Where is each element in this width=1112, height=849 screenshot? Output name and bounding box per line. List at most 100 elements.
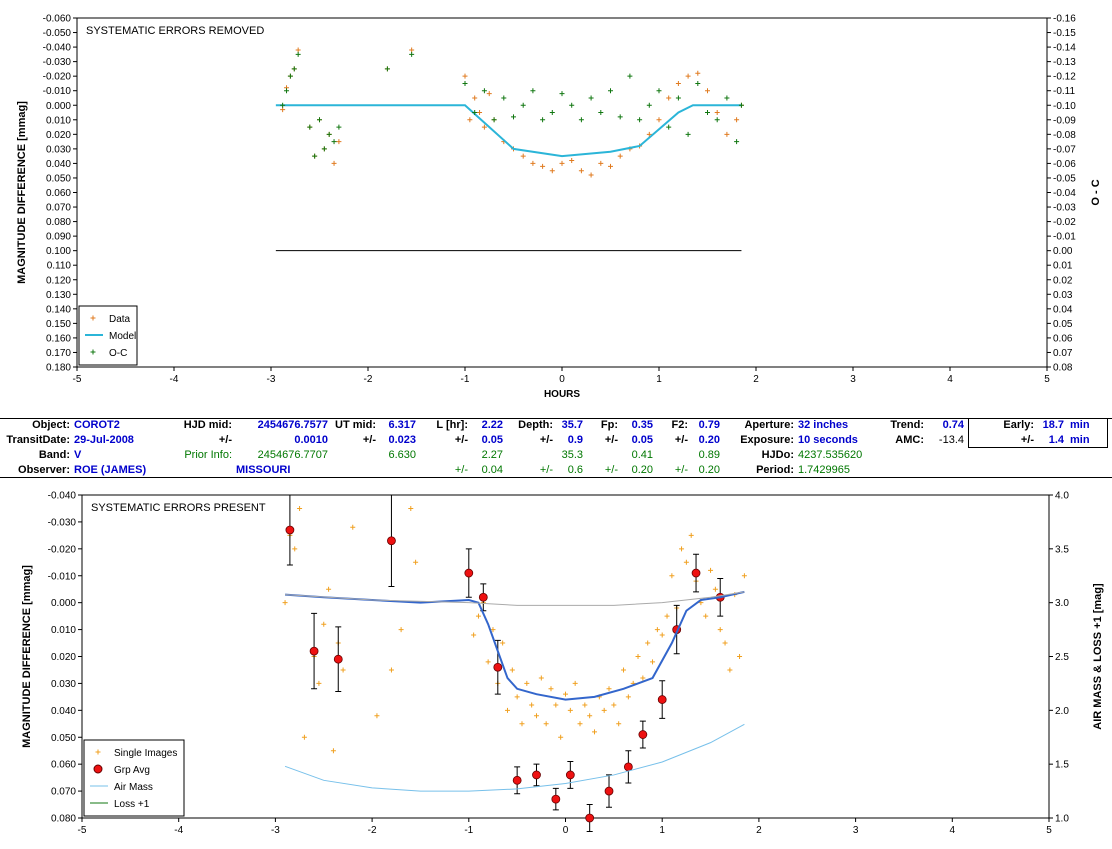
x-tick-label: 3 — [850, 374, 856, 385]
x-tick-label: 3 — [853, 825, 859, 836]
single-images-point — [529, 702, 535, 708]
single-images-point — [640, 675, 646, 681]
o-c-point — [598, 110, 604, 116]
y-tick-label: -0.020 — [43, 72, 72, 83]
y-tick-label: 0.020 — [46, 130, 71, 141]
gray-curve-line — [285, 591, 745, 606]
top-chart: -0.060-0.050-0.040-0.030-0.020-0.0100.00… — [16, 14, 1102, 401]
y2-tick-label: 1.0 — [1055, 814, 1069, 825]
early-pm-label: +/- — [1020, 434, 1034, 446]
o-c-point — [646, 102, 652, 108]
data-point — [280, 107, 286, 113]
grp-avg-point — [493, 662, 503, 672]
period-value: 1.7429965 — [798, 464, 850, 476]
grp-avg-point — [532, 770, 541, 780]
x-tick-label: -5 — [78, 825, 87, 836]
legend: Single Images Grp Avg Air Mass Loss +1 — [83, 739, 185, 817]
y2-tick-label: -0.16 — [1053, 14, 1076, 25]
single-images-point — [708, 567, 714, 573]
y-tick-label: 0.110 — [47, 261, 72, 272]
single-images-point — [669, 573, 675, 579]
grp-avg-point — [333, 654, 343, 664]
single-images-point — [727, 667, 733, 673]
grp-avg-point — [551, 794, 561, 804]
o-c-point — [724, 95, 730, 101]
y2-axis-title: O - C — [1090, 179, 1102, 205]
data-point — [617, 153, 623, 159]
legend-swatch-o-c — [90, 349, 96, 355]
x-tick-label: 2 — [753, 374, 759, 385]
trend-value: 0.74 — [942, 419, 964, 431]
x-tick-label: 1 — [659, 825, 665, 836]
o-c-point — [520, 102, 526, 108]
prior-depth-pm-label: +/- — [539, 464, 553, 476]
single-images-point — [625, 694, 631, 700]
prior-duration-pm-label: +/- — [454, 464, 468, 476]
legend-swatch-single-images — [95, 749, 101, 755]
depth-label: Depth: — [518, 419, 553, 431]
single-images-point — [563, 691, 568, 697]
air-mass-line — [284, 723, 745, 792]
fp-pm-label: +/- — [604, 434, 618, 446]
grp-avg-point — [285, 525, 295, 535]
data-point — [530, 160, 536, 166]
single-images-point — [621, 667, 627, 673]
location-value: MISSOURI — [236, 464, 291, 476]
prior-fp-value: 0.41 — [631, 449, 653, 461]
single-images-point — [519, 721, 525, 727]
o-c-point — [287, 73, 293, 79]
single-images-point — [538, 675, 544, 681]
plot-area — [275, 47, 744, 252]
f2-label: F2: — [671, 419, 689, 431]
y-tick-label: 0.060 — [46, 188, 71, 199]
y2-tick-label: 0.05 — [1053, 319, 1073, 330]
x-tick-label: 5 — [1046, 825, 1052, 836]
prior-ut-value: 6.630 — [388, 449, 416, 461]
ut-error-value: 0.023 — [388, 434, 416, 446]
x-tick-label: 0 — [559, 374, 565, 385]
data-point — [520, 153, 526, 159]
table-top-rule — [0, 418, 1112, 419]
x-tick-label: -4 — [170, 374, 179, 385]
y2-tick-label: 0.06 — [1053, 333, 1073, 344]
x-axis-title: HOURS — [544, 389, 580, 400]
ut-pm-label: +/- — [362, 434, 376, 446]
single-images-point — [577, 721, 583, 727]
single-images-point — [688, 532, 694, 538]
depth-error-value: 0.9 — [567, 434, 583, 446]
y-tick-label: 0.070 — [46, 203, 71, 214]
chart-title: SYSTEMATIC ERRORS REMOVED — [86, 25, 264, 37]
data-point — [608, 163, 613, 169]
data-point — [569, 158, 575, 164]
bottom-chart: -0.040 -0.030 -0.020 -0.010 0.000 0.010 0.020 0… — [21, 491, 1104, 837]
duration-error-value: 0.05 — [481, 434, 503, 446]
y2-tick-label: 0.07 — [1053, 348, 1073, 359]
single-images-point — [722, 640, 728, 646]
data-point — [540, 163, 546, 169]
o-c-point — [331, 139, 337, 145]
o-c-point — [559, 91, 565, 97]
data-point — [472, 95, 478, 101]
data-point — [409, 47, 415, 53]
aperture-label: Aperture: — [744, 419, 794, 431]
y-tick-label: 0.130 — [46, 290, 71, 301]
y2-tick-label: -0.14 — [1053, 43, 1076, 54]
amc-value: -13.4 — [938, 434, 964, 446]
amc-label: AMC: — [895, 434, 924, 446]
data-point — [734, 117, 740, 123]
single-images-point — [326, 586, 332, 592]
o-c-point — [656, 88, 662, 94]
data-point — [714, 110, 720, 116]
y2-tick-label: 0.08 — [1053, 363, 1073, 374]
x-tick-label: 1 — [656, 374, 662, 385]
x-tick-label: 4 — [947, 374, 953, 385]
o-c-point — [675, 95, 681, 101]
prior-f2-error-value: 0.20 — [698, 464, 720, 476]
legend-label-single-images: Single Images — [114, 748, 177, 759]
data-point — [666, 95, 672, 101]
single-images-point — [514, 694, 520, 700]
o-c-point — [291, 66, 297, 72]
single-images-point — [533, 713, 539, 719]
y2-tick-label: -0.15 — [1053, 28, 1076, 39]
data-point — [695, 70, 701, 76]
